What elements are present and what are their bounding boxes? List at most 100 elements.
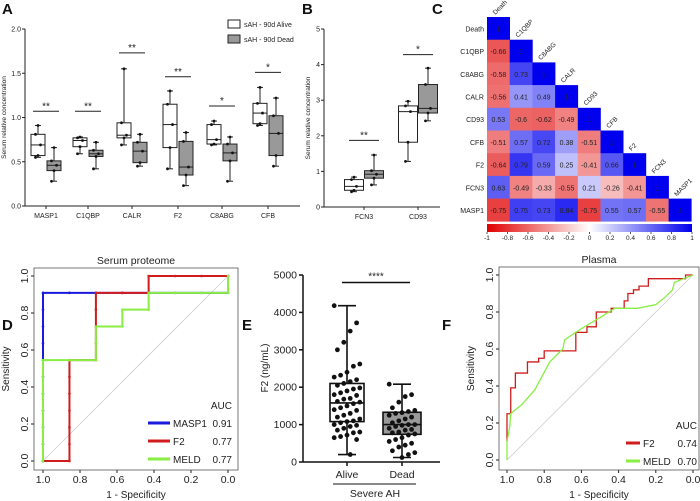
colorbar-tick-label: 0.6 bbox=[646, 235, 655, 242]
data-point-alive bbox=[341, 396, 347, 402]
data-point bbox=[228, 135, 232, 139]
y-tick-label: 1000 bbox=[274, 419, 298, 431]
data-point-dead bbox=[386, 412, 392, 418]
y-tick-label: 1.0 bbox=[11, 115, 21, 122]
heatmap-cell bbox=[623, 175, 647, 199]
y-tick-label: 0.2 bbox=[484, 416, 496, 431]
heatmap-cell bbox=[509, 130, 533, 154]
data-point bbox=[138, 161, 142, 165]
roc-point-f2 bbox=[147, 274, 150, 278]
heatmap-cell bbox=[555, 175, 579, 199]
data-point-alive bbox=[347, 424, 353, 429]
box-c1qbp-dead bbox=[88, 140, 104, 171]
data-point-dead bbox=[406, 409, 411, 414]
heatmap-cell bbox=[487, 130, 510, 154]
row-label-c8abg: C8ABG bbox=[460, 72, 484, 79]
y-tick-label: 5 bbox=[316, 27, 320, 34]
box bbox=[132, 141, 148, 164]
diagonal-reference bbox=[42, 275, 229, 462]
cell-value: 0.41 bbox=[514, 94, 528, 101]
data-point bbox=[120, 143, 123, 147]
data-point bbox=[76, 136, 79, 140]
heatmap-cell bbox=[509, 39, 533, 63]
box bbox=[344, 179, 364, 191]
roc-point-f2 bbox=[94, 291, 98, 295]
panel-label-c: C bbox=[432, 1, 443, 18]
heatmap-cell bbox=[577, 107, 601, 131]
column-label-death: Death bbox=[492, 0, 509, 16]
panel-label-a: A bbox=[2, 1, 13, 18]
box-masp1-dead bbox=[46, 146, 62, 183]
data-point-dead bbox=[399, 410, 405, 416]
data-point bbox=[404, 160, 407, 163]
cell-value: -0.75 bbox=[581, 208, 597, 215]
data-point-alive bbox=[344, 403, 350, 409]
roc-point-meld bbox=[94, 342, 98, 345]
data-point bbox=[39, 143, 42, 147]
data-point-dead bbox=[399, 455, 405, 460]
y-tick-label: 2 bbox=[316, 133, 320, 140]
x-tick-label-cd93: CD93 bbox=[409, 214, 427, 221]
column-label-calr: CALR bbox=[560, 67, 577, 84]
heatmap-cell bbox=[487, 85, 510, 109]
data-point-dead bbox=[393, 437, 398, 442]
heatmap-cell bbox=[487, 107, 510, 131]
x-tick-label: 0.6 bbox=[574, 474, 589, 486]
data-point bbox=[372, 153, 376, 157]
cell-value: -0.58 bbox=[490, 72, 506, 79]
significance-stars: ** bbox=[84, 101, 92, 112]
data-point-alive bbox=[341, 381, 347, 386]
heatmap-cell bbox=[555, 107, 579, 131]
data-point bbox=[34, 155, 37, 159]
significance-stars: ** bbox=[174, 67, 182, 78]
box bbox=[178, 140, 194, 176]
row-label-calr: CALR bbox=[465, 94, 484, 101]
x-tick-label-masp1: MASP1 bbox=[34, 213, 58, 220]
data-point bbox=[272, 164, 275, 168]
data-point-alive bbox=[338, 434, 343, 439]
cell-value: 1 bbox=[610, 140, 614, 147]
roc-point-masp1 bbox=[41, 325, 45, 328]
heatmap-cell bbox=[487, 198, 510, 222]
data-point-alive bbox=[354, 407, 359, 413]
cell-value: 1 bbox=[564, 94, 568, 101]
cell-value: 0.49 bbox=[537, 94, 551, 101]
roc-point-meld bbox=[121, 308, 124, 311]
data-point-alive bbox=[341, 425, 347, 431]
roc-point-masp1 bbox=[41, 342, 45, 345]
roc-point-meld bbox=[226, 291, 230, 295]
data-point-alive bbox=[331, 303, 337, 309]
data-point-alive bbox=[341, 412, 347, 418]
column-label-c1qbp: C1QBP bbox=[515, 19, 536, 40]
colorbar-tick-label: 1 bbox=[690, 235, 694, 242]
data-point-dead bbox=[399, 435, 405, 441]
colorbar-tick-label: -0.4 bbox=[543, 235, 555, 242]
colorbar-tick-label: -0.6 bbox=[522, 235, 534, 242]
data-point bbox=[168, 146, 172, 149]
roc-point-meld bbox=[41, 426, 45, 429]
data-point bbox=[352, 175, 356, 179]
data-point-dead bbox=[390, 420, 395, 426]
chart-title: Serum proteome bbox=[97, 255, 175, 267]
x-axis-label: 1 - Specificity bbox=[569, 490, 628, 501]
data-point bbox=[256, 101, 259, 105]
data-point-alive bbox=[331, 407, 337, 413]
cell-value: 1 bbox=[496, 26, 500, 33]
legend-label-meld: MELD bbox=[643, 457, 671, 468]
cell-value: -0.56 bbox=[490, 94, 506, 101]
data-point-dead bbox=[402, 394, 408, 399]
data-point-dead bbox=[412, 431, 418, 437]
column-label-c8abg: C8ABG bbox=[537, 41, 558, 62]
heatmap-cell bbox=[600, 130, 624, 154]
row-label-f2: F2 bbox=[476, 163, 484, 170]
x-tick-label: 0.4 bbox=[611, 474, 626, 486]
legend-label-masp1: MASP1 bbox=[173, 419, 207, 430]
legend-auc-f2: 0.74 bbox=[678, 439, 698, 450]
data-point bbox=[274, 96, 278, 100]
data-point-alive bbox=[338, 372, 343, 378]
cell-value: 0.75 bbox=[514, 208, 528, 215]
y-tick-label: 1 bbox=[316, 169, 320, 176]
heatmap-cell bbox=[577, 175, 601, 199]
data-point-dead bbox=[409, 392, 414, 398]
